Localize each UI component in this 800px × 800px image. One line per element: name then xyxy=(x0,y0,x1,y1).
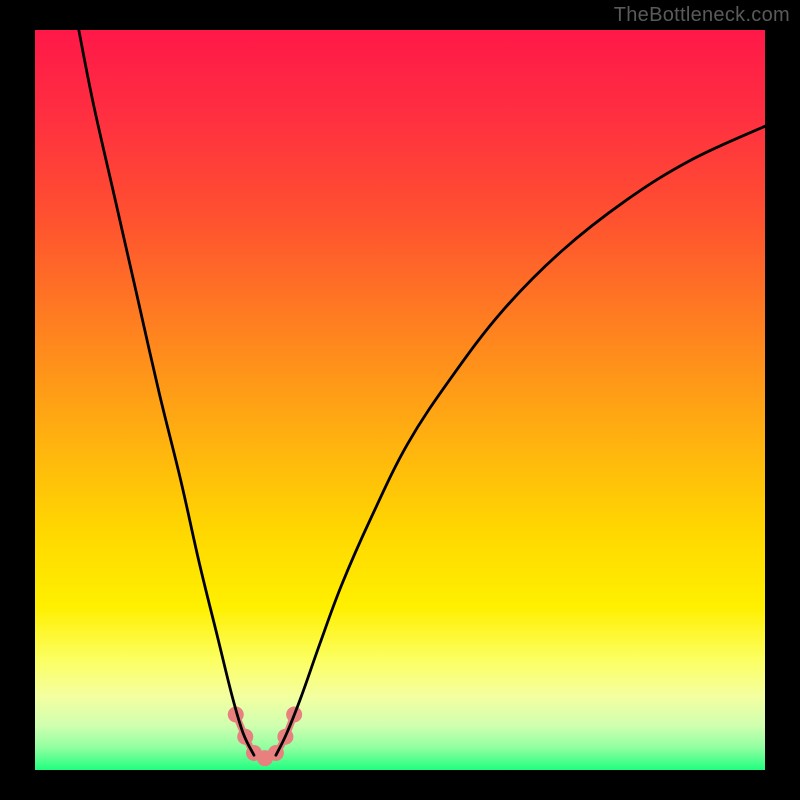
chart-canvas: TheBottleneck.com xyxy=(0,0,800,800)
chart-svg xyxy=(0,0,800,800)
watermark-text: TheBottleneck.com xyxy=(614,4,790,27)
